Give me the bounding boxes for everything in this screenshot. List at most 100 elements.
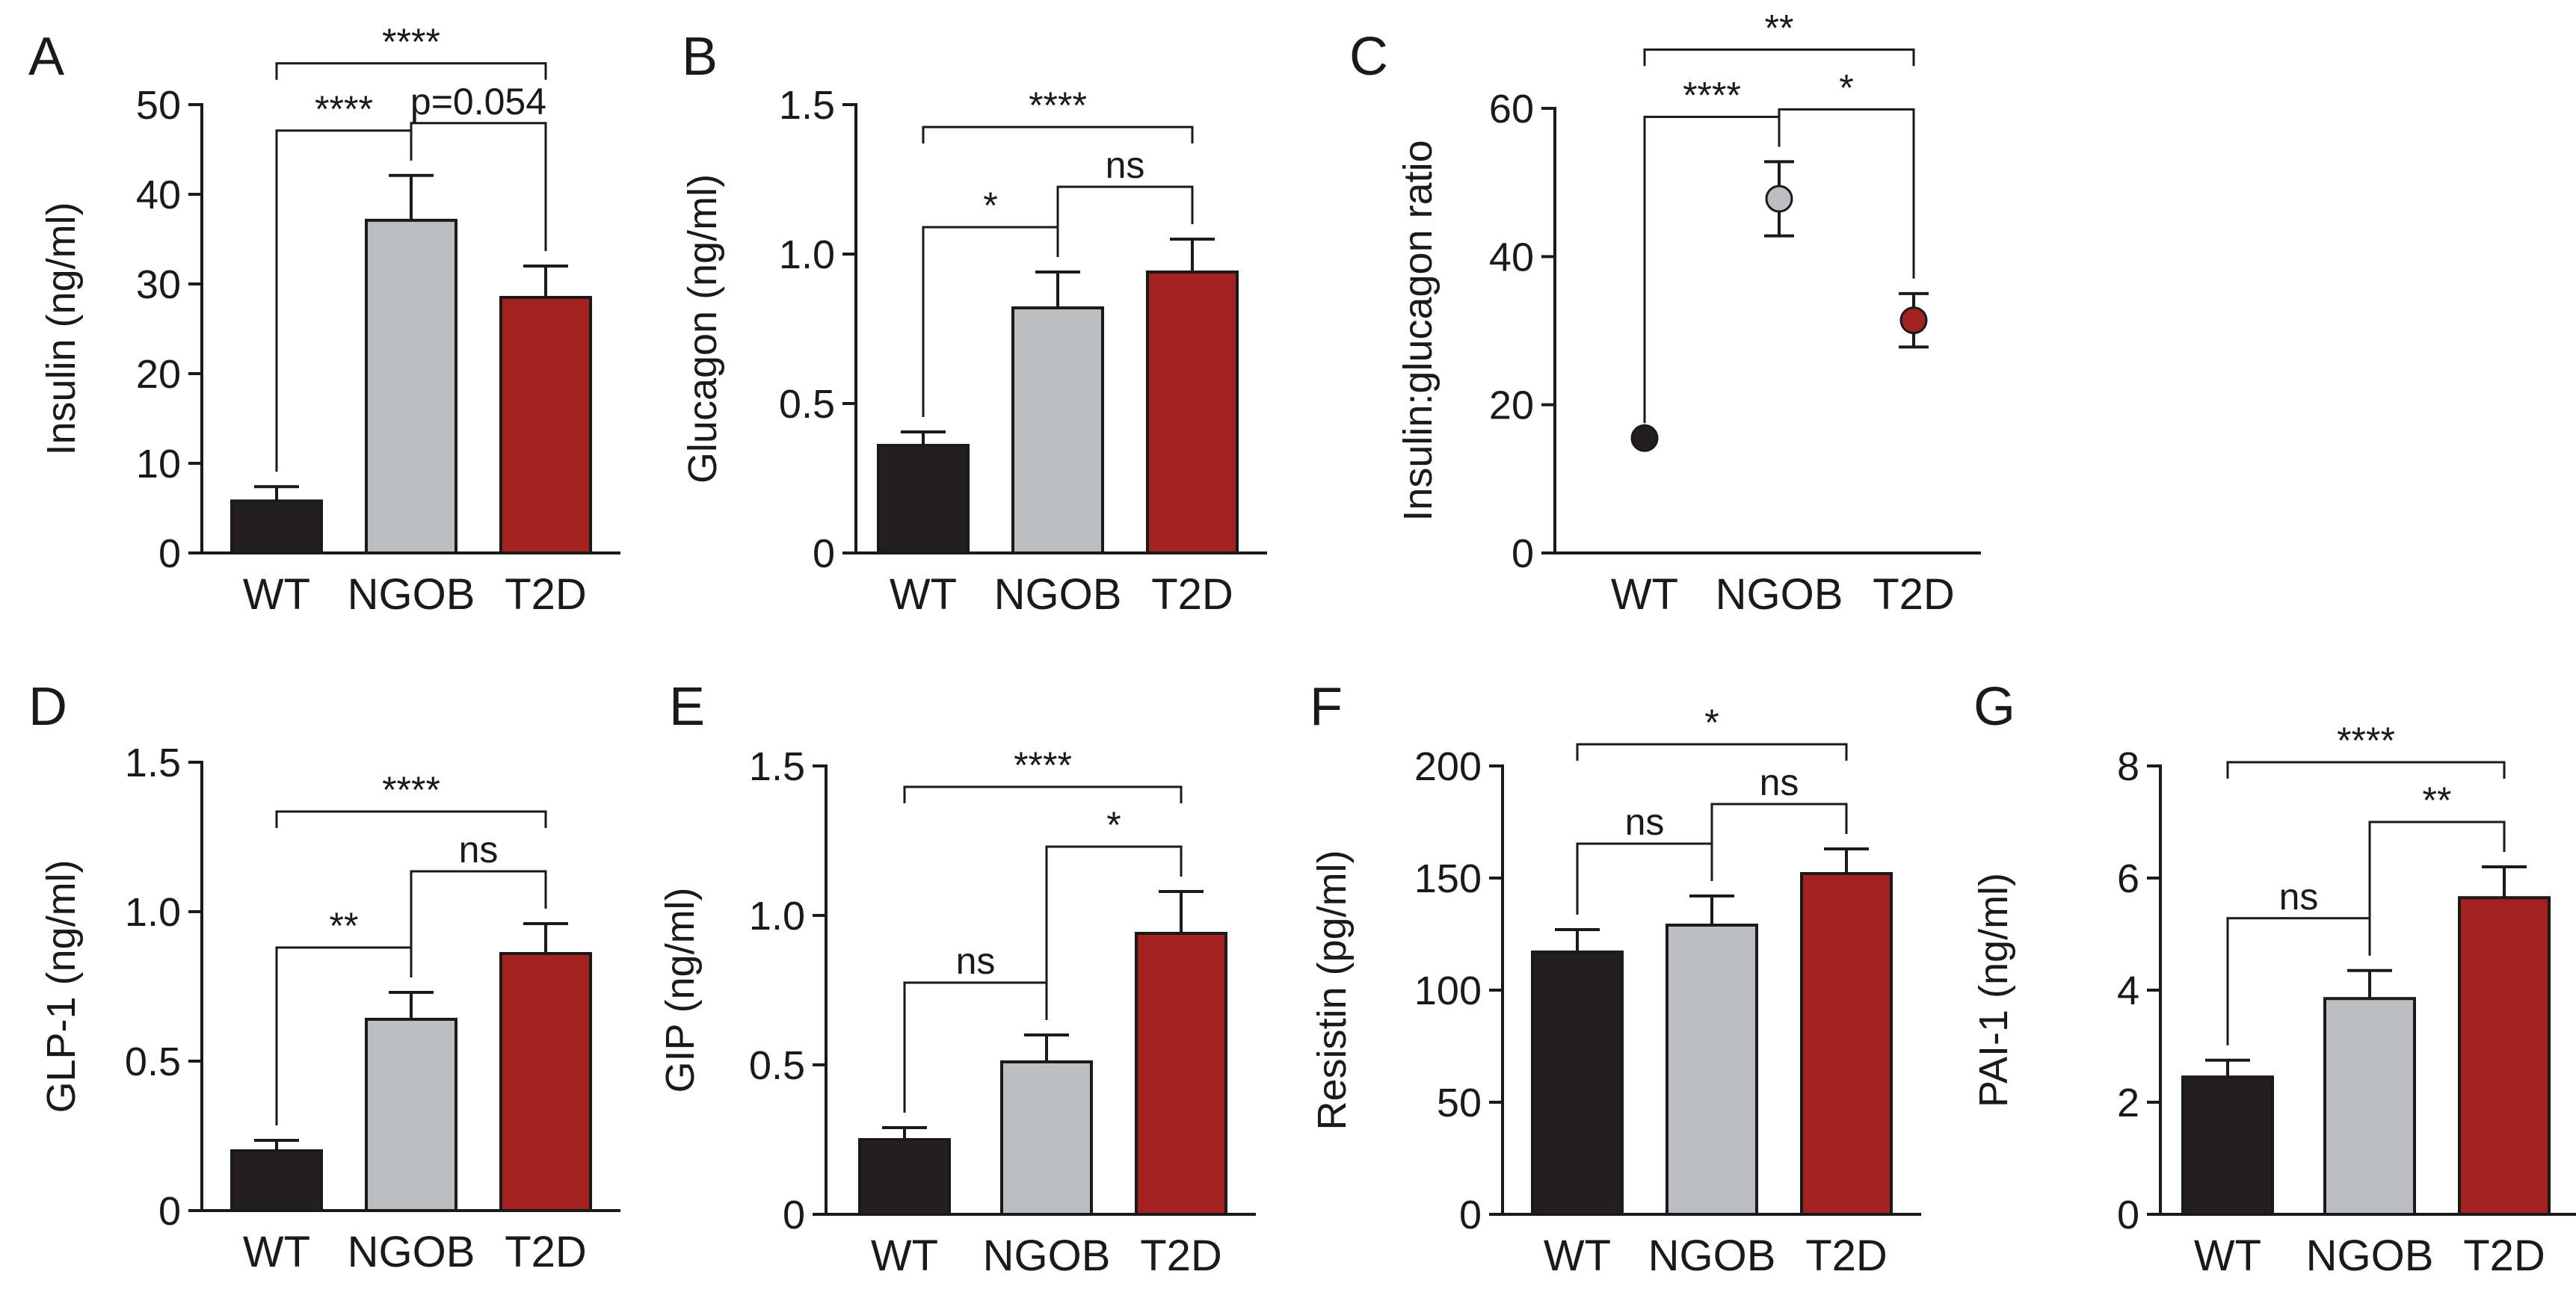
x-category-label: WT (871, 1232, 938, 1280)
significance-bracket (903, 981, 1048, 1113)
panel-letter: E (669, 677, 705, 737)
y-tick-label: 0 (158, 1189, 181, 1234)
y-tick-label: 1.0 (125, 890, 181, 935)
bar-wt (877, 444, 970, 554)
significance-bracket (1643, 115, 1781, 424)
y-axis-title: Glucagon (ng/ml) (680, 174, 725, 483)
significance-label: ** (2423, 779, 2452, 821)
significance-bracket (1576, 842, 1713, 915)
x-category-label: NGOB (1648, 1232, 1776, 1280)
x-category-label: T2D (2463, 1232, 2545, 1280)
bar-t2d (2458, 896, 2551, 1216)
significance-label: **** (382, 21, 440, 63)
panel-g: G 0 2 4 6 8 WT NGOB T2D PAI-1 (ng/ml) ** ns **** (1971, 677, 2576, 1280)
x-category-label: T2D (1140, 1232, 1222, 1280)
y-tick-label: 0 (1512, 531, 1534, 576)
significance-bracket (1643, 48, 1915, 67)
bar-ngob (1011, 306, 1104, 554)
x-category-label: T2D (505, 1228, 587, 1276)
significance-label: p=0.054 (410, 81, 546, 123)
x-category-label: WT (1611, 570, 1678, 619)
y-tick-label: 1.0 (779, 232, 835, 277)
y-axis-title: Resistin (pg/ml) (1310, 850, 1355, 1130)
bar-ngob (365, 218, 457, 554)
x-category-label: NGOB (994, 570, 1122, 619)
significance-label: **** (1014, 744, 1072, 786)
significance-label: **** (1683, 74, 1741, 116)
significance-bracket (2226, 917, 2371, 1045)
significance-bracket (1045, 845, 1183, 1020)
y-tick-label: 0 (783, 1193, 805, 1237)
y-axis-title: GLP-1 (ng/ml) (39, 859, 84, 1113)
y-tick-label: 60 (1489, 87, 1534, 132)
y-tick-label: 0 (2117, 1193, 2139, 1237)
significance-label: * (1839, 67, 1853, 108)
panel-e: E 0 0.5 1.0 1.5 WT NGOB T2D GIP (ng/ml) * ns **** (658, 677, 1256, 1280)
panel-letter: D (28, 677, 67, 737)
significance-bracket (2226, 761, 2506, 779)
x-category-label: NGOB (1716, 570, 1843, 619)
significance-bracket (922, 126, 1194, 143)
panel-letter: B (682, 27, 718, 87)
point-t2d (1899, 306, 1928, 335)
significance-label: **** (2337, 720, 2395, 761)
significance-bracket (410, 122, 547, 251)
significance-label: * (1704, 702, 1719, 744)
bar-wt (1531, 951, 1624, 1216)
x-category-label: WT (890, 570, 957, 619)
significance-label: ** (330, 905, 359, 947)
x-category-label: T2D (1151, 570, 1233, 619)
y-tick-label: 50 (136, 83, 181, 128)
bar-t2d (499, 296, 592, 554)
x-category-label: NGOB (2306, 1232, 2434, 1280)
y-tick-label: 2 (2117, 1081, 2139, 1125)
x-category-label: WT (2194, 1232, 2261, 1280)
x-category-label: WT (243, 1228, 310, 1276)
y-tick-label: 20 (136, 352, 181, 397)
significance-label: ns (2279, 876, 2319, 918)
x-category-label: T2D (1805, 1232, 1888, 1280)
x-category-label: WT (1544, 1232, 1611, 1280)
x-category-label: NGOB (348, 570, 475, 619)
panel-f: F 0 50 100 150 200 WT NGOB T2D Resistin (pg/ml) ns… (1310, 677, 1921, 1280)
panel-c: C 0 20 40 60 WT NGOB T2D Insulin:glucagon ratio *… (1349, 7, 1981, 619)
significance-bracket (410, 870, 547, 977)
y-axis-title: GIP (ng/ml) (658, 887, 703, 1093)
panel-letter: F (1310, 677, 1343, 737)
significance-bracket (275, 810, 547, 828)
x-category-label: T2D (1873, 570, 1955, 619)
bar-t2d (1135, 932, 1227, 1216)
significance-bracket (1778, 108, 1915, 279)
y-tick-label: 1.5 (749, 744, 805, 789)
y-tick-label: 200 (1414, 744, 1482, 789)
significance-label: **** (315, 88, 373, 130)
y-tick-label: 4 (2117, 968, 2139, 1013)
y-tick-label: 0.5 (749, 1043, 805, 1088)
significance-label: * (983, 185, 997, 226)
significance-bracket (275, 62, 547, 80)
bar-wt (230, 499, 323, 555)
y-tick-label: 10 (136, 442, 181, 486)
y-tick-label: 0 (1459, 1193, 1482, 1237)
y-tick-label: 20 (1489, 383, 1534, 428)
y-tick-label: 40 (136, 173, 181, 217)
bar-ngob (365, 1018, 457, 1212)
significance-bracket (2368, 821, 2506, 956)
bar-t2d (1800, 872, 1893, 1216)
y-axis-title: PAI-1 (ng/ml) (1971, 873, 2016, 1107)
significance-label: **** (382, 769, 440, 811)
y-axis-title: Insulin (ng/ml) (39, 202, 84, 455)
bar-ngob (2323, 997, 2416, 1216)
bar-t2d (499, 952, 592, 1212)
x-category-label: NGOB (348, 1228, 475, 1276)
y-tick-label: 30 (136, 262, 181, 307)
significance-bracket (1056, 185, 1194, 257)
bar-wt (2181, 1075, 2274, 1216)
y-tick-label: 1.5 (125, 741, 181, 785)
panel-letter: C (1349, 27, 1388, 87)
x-category-label: T2D (505, 570, 587, 619)
significance-label: ns (1106, 144, 1145, 186)
y-axis-title: Insulin:glucagon ratio (1396, 140, 1440, 521)
significance-bracket (903, 785, 1183, 803)
